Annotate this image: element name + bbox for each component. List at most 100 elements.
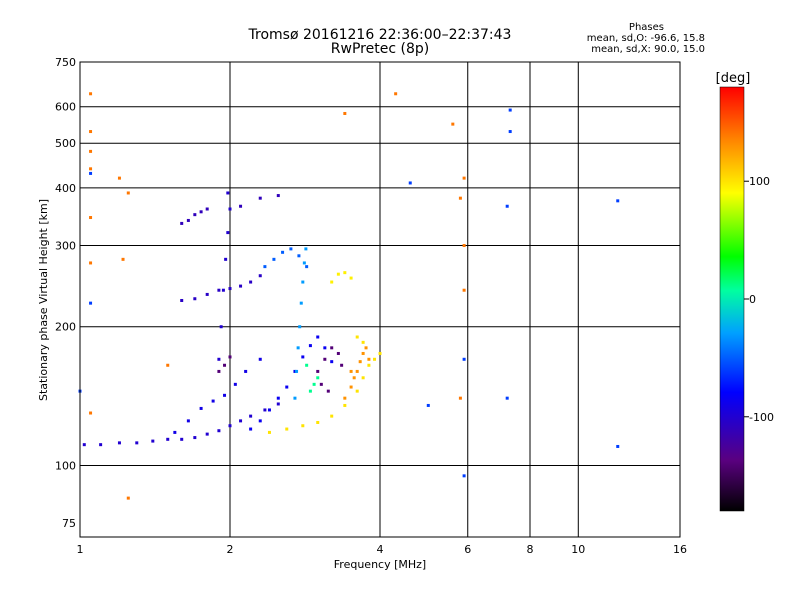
chart-title-line2: RwPretec (8p): [330, 41, 430, 57]
data-point: [293, 369, 297, 373]
data-point: [226, 191, 230, 195]
data-point: [239, 284, 243, 288]
data-point: [361, 351, 365, 355]
data-point: [199, 406, 203, 410]
data-point: [458, 396, 462, 400]
data-point: [285, 427, 289, 431]
data-point: [263, 408, 267, 412]
data-point: [299, 301, 303, 305]
data-point: [186, 419, 190, 423]
data-point: [239, 419, 243, 423]
data-point: [343, 396, 347, 400]
data-point: [205, 207, 209, 211]
data-point: [89, 92, 93, 96]
data-point: [135, 441, 139, 445]
data-point: [336, 351, 340, 355]
data-point: [330, 360, 334, 364]
y-tick-label: 200: [55, 321, 76, 334]
data-point: [426, 403, 430, 407]
data-point: [126, 191, 130, 195]
x-tick-label: 8: [527, 543, 534, 556]
data-point: [330, 346, 334, 350]
data-point: [355, 335, 359, 339]
data-point: [462, 288, 466, 292]
data-point: [394, 92, 398, 96]
data-point: [249, 414, 253, 418]
data-point: [508, 108, 512, 112]
data-point: [505, 204, 509, 208]
data-point: [121, 257, 125, 261]
data-point: [302, 261, 306, 265]
x-tick-label: 4: [377, 543, 384, 556]
data-point: [89, 301, 93, 305]
data-point: [316, 376, 320, 380]
grid-lines: [80, 62, 680, 537]
data-point: [272, 257, 276, 261]
data-point: [323, 357, 327, 361]
data-point: [367, 357, 371, 361]
data-point: [305, 363, 309, 367]
data-point: [258, 196, 262, 200]
colorbar: [719, 86, 745, 512]
data-point: [364, 346, 368, 350]
colorbar-tick-label: 0: [749, 293, 756, 306]
x-tick-label: 1: [77, 543, 84, 556]
data-point: [343, 111, 347, 115]
data-point: [276, 402, 280, 406]
data-point: [223, 363, 227, 367]
data-point: [301, 280, 305, 284]
data-point: [180, 221, 184, 225]
y-tick-label: 750: [55, 56, 76, 69]
data-point: [316, 369, 320, 373]
data-point: [462, 357, 466, 361]
data-point: [326, 389, 330, 393]
data-point: [355, 389, 359, 393]
data-points: [78, 92, 620, 500]
colorbar-tick-label: -100: [749, 411, 774, 424]
data-point: [408, 181, 412, 185]
data-point: [217, 429, 221, 433]
y-tick-label: 300: [55, 240, 76, 253]
data-point: [312, 382, 316, 386]
data-point: [166, 437, 170, 441]
data-point: [330, 280, 334, 284]
y-tick-label: 500: [55, 137, 76, 150]
data-point: [349, 276, 353, 280]
data-point: [358, 360, 362, 364]
data-point: [352, 376, 356, 380]
data-point: [89, 261, 93, 265]
data-point: [296, 346, 300, 350]
data-point: [217, 369, 221, 373]
data-point: [462, 244, 466, 248]
data-point: [89, 149, 93, 153]
colorbar-tick-label: 100: [749, 175, 770, 188]
data-point: [166, 363, 170, 367]
y-axis-label: Stationary phase Virtual Height [km]: [37, 199, 50, 401]
data-point: [323, 346, 327, 350]
x-tick-label: 2: [227, 543, 234, 556]
data-point: [89, 411, 93, 415]
data-point: [205, 292, 209, 296]
plot-frame: [79, 61, 681, 538]
data-point: [89, 130, 93, 134]
data-point: [267, 430, 271, 434]
data-point: [319, 382, 323, 386]
data-point: [224, 257, 228, 261]
data-point: [267, 408, 271, 412]
data-point: [244, 369, 248, 373]
phase-legend-heading: Phases: [628, 22, 664, 33]
data-point: [349, 369, 353, 373]
data-point: [193, 297, 197, 301]
data-point: [462, 474, 466, 478]
x-tick-label: 6: [464, 543, 471, 556]
data-point: [228, 287, 232, 291]
data-point: [217, 288, 221, 292]
data-point: [186, 218, 190, 222]
data-point: [462, 176, 466, 180]
data-point: [199, 210, 203, 214]
data-point: [239, 204, 243, 208]
data-point: [330, 414, 334, 418]
data-point: [249, 280, 253, 284]
data-point: [180, 298, 184, 302]
